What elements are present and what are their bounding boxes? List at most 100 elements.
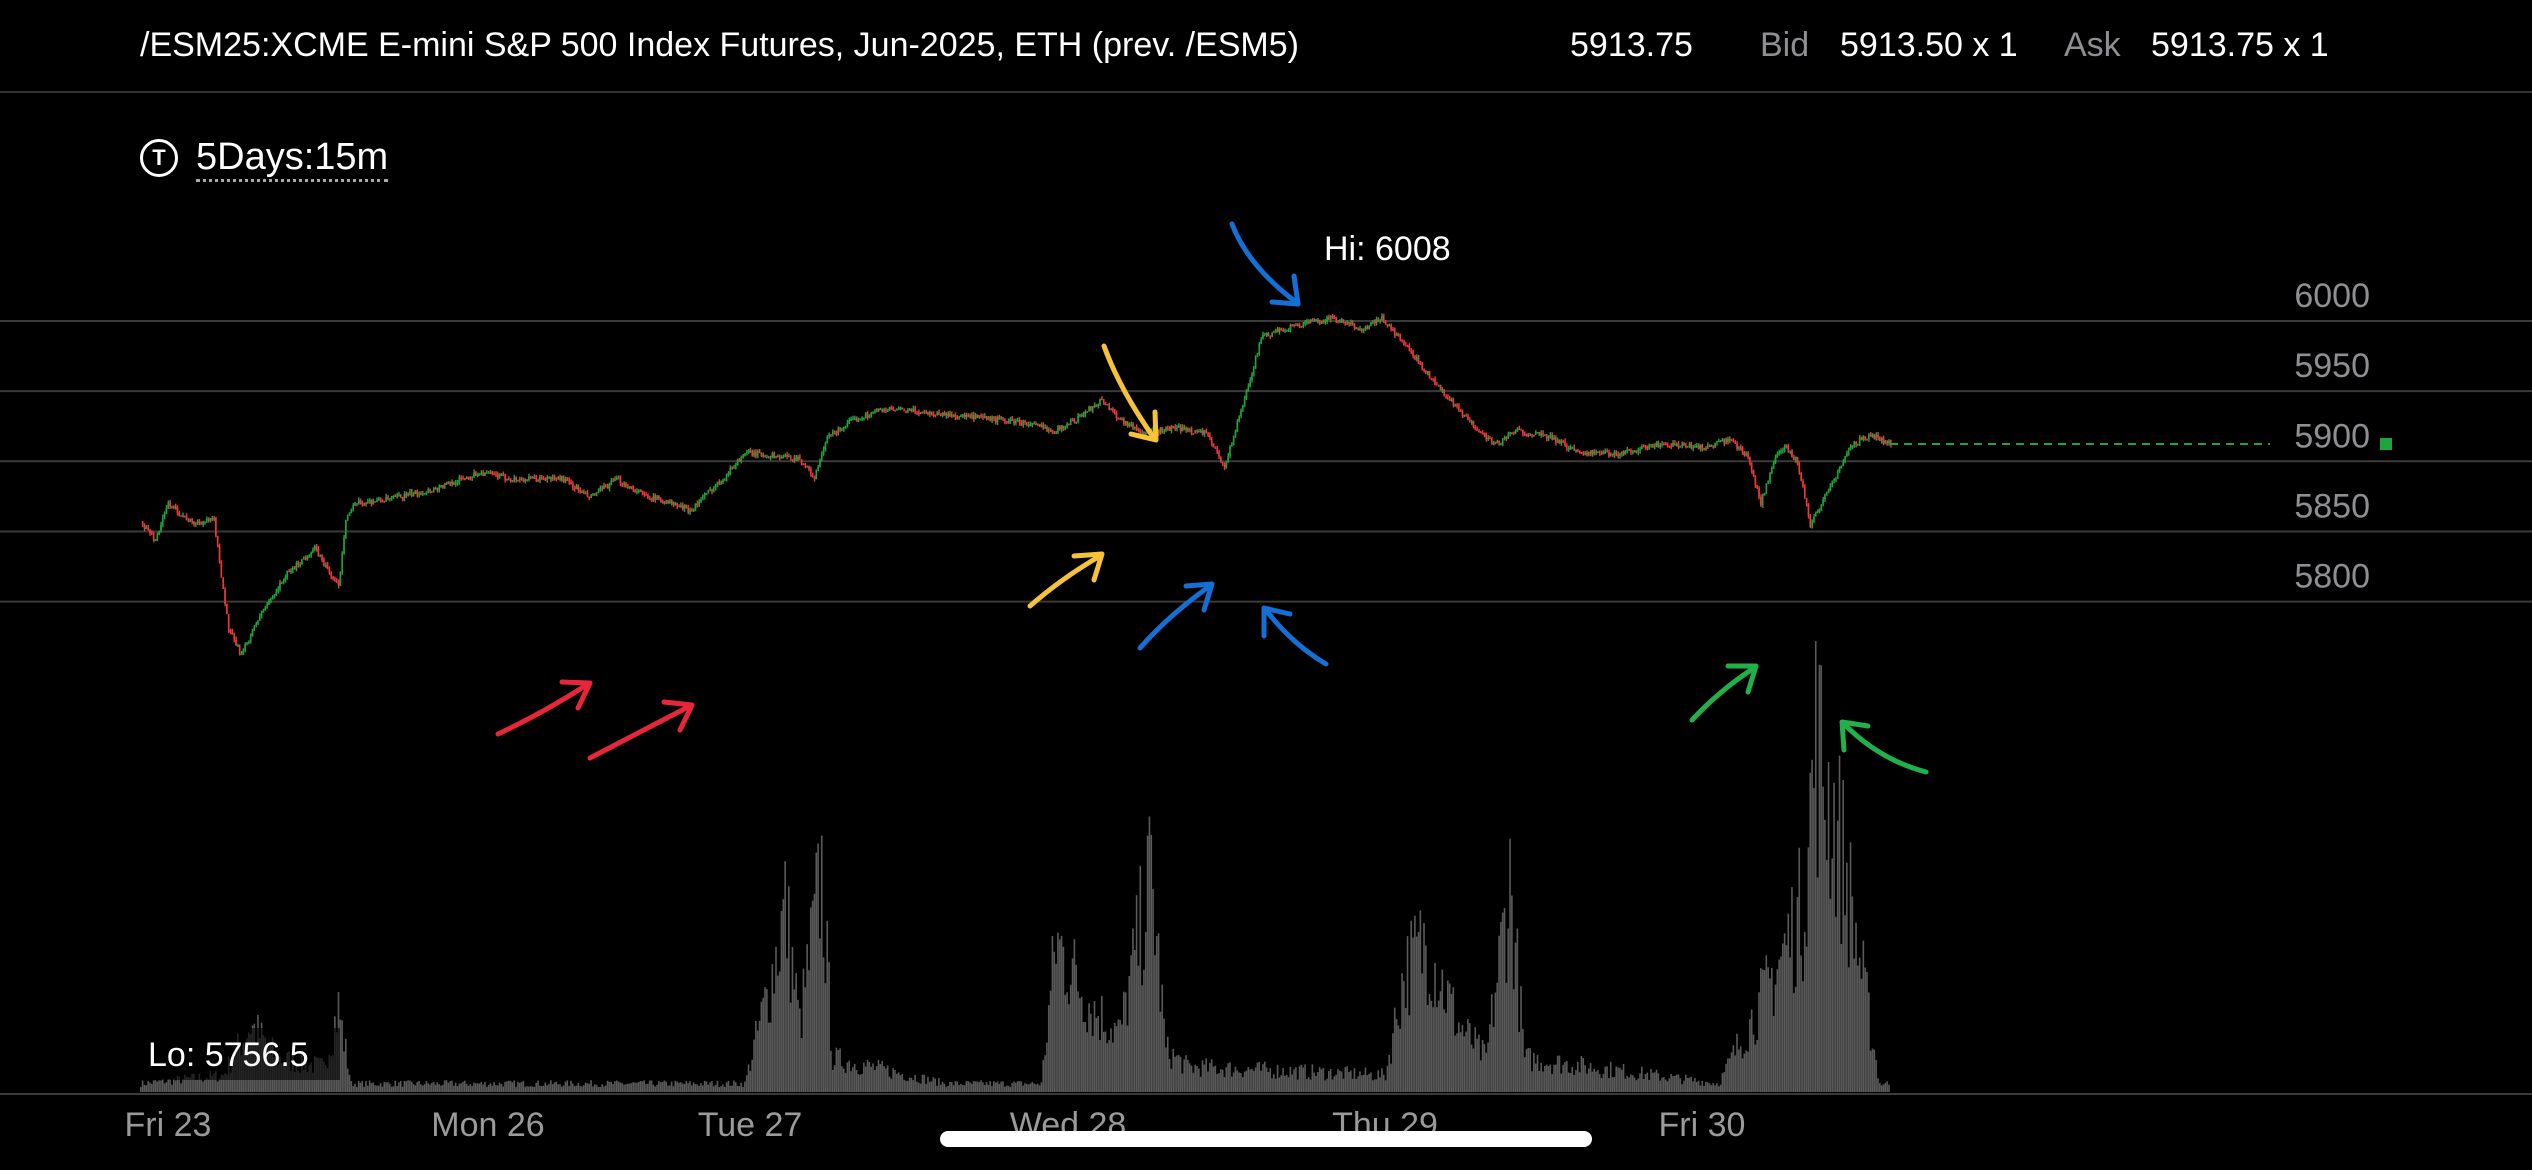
volume-bar [354, 1083, 356, 1092]
candle-body [1754, 476, 1757, 486]
volume-bar [923, 1074, 926, 1092]
volume-bar [1600, 1077, 1603, 1092]
candle-body [1044, 427, 1046, 429]
volume-bar [676, 1081, 678, 1092]
candle-body [1690, 443, 1693, 449]
volume-bar [1818, 664, 1821, 1092]
candle-body [1079, 414, 1081, 417]
volume-bar [1371, 1080, 1374, 1092]
volume-bar [1013, 1081, 1015, 1092]
volume-bar [1562, 1064, 1564, 1092]
volume-bar [1767, 967, 1769, 1092]
candle-body [1447, 396, 1449, 399]
volume-bar [566, 1080, 569, 1092]
volume-bar [471, 1085, 473, 1092]
candle-body [485, 472, 488, 474]
volume-bar [1401, 973, 1403, 1092]
candle-body [1472, 421, 1475, 427]
candle-body [1631, 451, 1634, 453]
candle-body [1673, 442, 1676, 446]
volume-bar [469, 1083, 472, 1092]
candle-body [1514, 430, 1517, 434]
volume-bar [1086, 1032, 1088, 1092]
volume-bar [949, 1081, 951, 1092]
candle-body [269, 598, 272, 601]
volume-bar [1869, 1050, 1872, 1092]
volume-bar [694, 1084, 697, 1092]
candle-body [1536, 432, 1539, 434]
candle-body [1209, 435, 1211, 438]
volume-bar [595, 1084, 598, 1092]
volume-bar [714, 1084, 717, 1092]
candle-body [288, 570, 290, 573]
volume-bar [1223, 1077, 1226, 1092]
candle-body [601, 487, 603, 490]
candle-body [220, 562, 223, 578]
volume-bar [989, 1081, 991, 1092]
volume-bar [202, 1081, 204, 1092]
volume-bar [1194, 1064, 1196, 1092]
volume-bar [1851, 896, 1854, 1092]
symbol-title[interactable]: /ESM25:XCME E-mini S&P 500 Index Futures… [140, 26, 1299, 64]
timeframe-selector[interactable]: T 5Days:15m [140, 134, 389, 182]
volume-bar [1653, 1072, 1656, 1092]
candle-body [1706, 444, 1709, 449]
candle-body [1121, 418, 1123, 421]
candle-body [1002, 417, 1004, 420]
candle-body [1831, 480, 1833, 485]
candle-body [1578, 450, 1581, 453]
volume-bar [1703, 1085, 1705, 1092]
volume-bar [1752, 1034, 1755, 1092]
volume-bar [667, 1085, 669, 1092]
candle-body [1595, 452, 1597, 454]
candle-body [1875, 434, 1877, 440]
volume-bar [1673, 1075, 1676, 1092]
candle-body [621, 483, 623, 486]
volume-bar [811, 900, 814, 1092]
volume-bar [648, 1080, 651, 1092]
volume-bar [454, 1082, 457, 1092]
candle-body [1258, 343, 1261, 354]
volume-bar [1516, 928, 1519, 1092]
volume-bar [1765, 955, 1768, 1092]
candle-body [1024, 420, 1026, 423]
volume-bar [820, 835, 823, 1092]
volume-bar [788, 886, 790, 1092]
candle-body [297, 562, 299, 565]
volume-bar [1403, 980, 1405, 1092]
volume-bar [451, 1080, 453, 1092]
candle-body [1110, 408, 1112, 411]
timeframe-label[interactable]: 5Days:15m [196, 135, 389, 182]
volume-bar [822, 957, 825, 1092]
candle-body [229, 630, 232, 632]
volume-bar [1183, 1059, 1186, 1092]
volume-bar [1789, 957, 1791, 1092]
volume-bar [1641, 1066, 1643, 1092]
candle-body [1787, 446, 1790, 453]
candle-body [1604, 451, 1606, 453]
candle-body [1227, 455, 1229, 462]
candle-body [403, 493, 406, 499]
candle-body [734, 465, 737, 468]
candle-body [802, 463, 805, 466]
candle-body [1452, 399, 1455, 405]
candle-body [795, 457, 797, 461]
volume-bar [1342, 1078, 1345, 1092]
volume-bar [1339, 1070, 1341, 1092]
volume-bar [1154, 955, 1156, 1092]
candle-body [1055, 432, 1057, 434]
candle-body [1216, 448, 1218, 453]
candle-body [1679, 446, 1682, 448]
volume-bar [835, 1047, 838, 1092]
candle-body [363, 502, 365, 505]
candle-body [1302, 324, 1304, 327]
candle-body [1820, 504, 1822, 510]
candle-body [586, 492, 589, 497]
candle-body [277, 588, 279, 592]
candle-body [339, 571, 342, 586]
volume-bar [734, 1082, 737, 1092]
volume-bar [1064, 994, 1067, 1092]
home-indicator[interactable] [940, 1131, 1592, 1147]
candle-body [1778, 452, 1780, 455]
